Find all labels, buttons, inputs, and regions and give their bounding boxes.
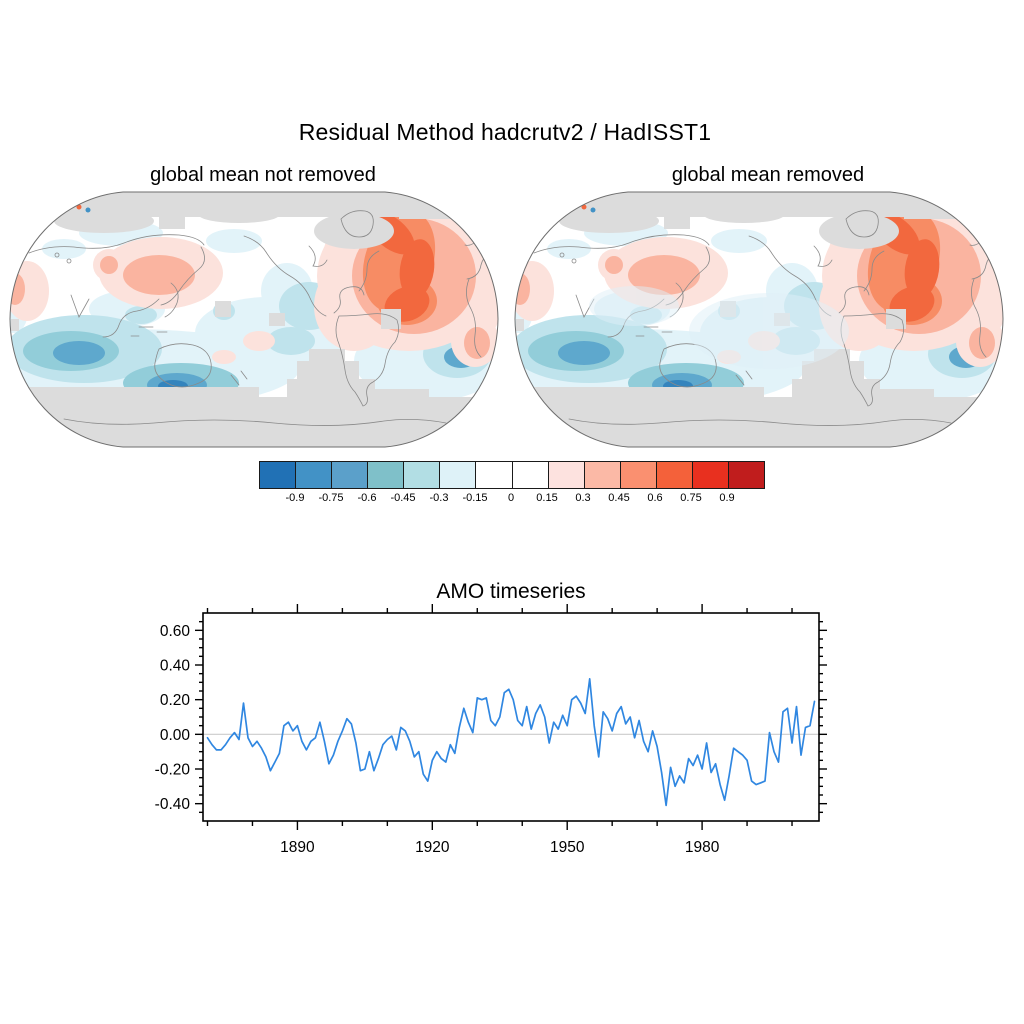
colorbar-segment — [729, 462, 765, 488]
right-map-subtitle: global mean removed — [671, 164, 865, 186]
colorbar-tick-label: -0.15 — [462, 492, 488, 504]
colorbar-segment — [368, 462, 405, 488]
colorbar-tick-label: 0 — [507, 492, 515, 504]
map-global-mean-removed — [514, 191, 1006, 449]
colorbar-tick-label: 0.45 — [608, 492, 630, 504]
y-tick-label: -0.40 — [155, 796, 191, 813]
page-title: Residual Method hadcrutv2 / HadISST1 — [298, 119, 712, 145]
colorbar-tick-label: 0.15 — [536, 492, 558, 504]
colorbar: -0.9 -0.75 -0.6 -0.45 -0.3 -0.15 0 0.15 0.3 0.45 0… — [259, 461, 765, 507]
colorbar-segment — [332, 462, 369, 488]
chart-title: AMO timeseries — [436, 580, 585, 603]
colorbar-segment — [692, 462, 730, 488]
colorbar-tick-label: 0.3 — [575, 492, 591, 504]
colorbar-segment — [476, 462, 513, 488]
x-tick-label: 1950 — [550, 839, 585, 856]
plot-frame — [202, 612, 820, 822]
colorbar-segment — [404, 462, 441, 488]
colorbar-tick-label: -0.3 — [429, 492, 449, 504]
colorbar-segment — [656, 462, 693, 488]
y-tick-label: 0.60 — [160, 623, 191, 640]
colorbar-tick-label: -0.45 — [390, 492, 416, 504]
colorbar-tick-label: -0.9 — [285, 492, 305, 504]
colorbar-segment — [548, 462, 585, 488]
x-tick-label: 1920 — [415, 839, 450, 856]
x-tick-label: 1890 — [280, 839, 315, 856]
left-map-subtitle: global mean not removed — [150, 164, 376, 186]
y-tick-label: -0.20 — [155, 762, 191, 779]
y-tick-label: 0.20 — [160, 692, 191, 709]
colorbar-swatches — [259, 461, 765, 489]
colorbar-segment — [584, 462, 621, 488]
colorbar-segment — [260, 462, 297, 488]
amo-series-line — [206, 678, 816, 807]
colorbar-segment — [512, 462, 549, 488]
colorbar-segment — [620, 462, 657, 488]
y-tick-label: 0.00 — [160, 727, 191, 744]
colorbar-tick-labels: -0.9 -0.75 -0.6 -0.45 -0.3 -0.15 0 0.15 0.3 0.45 0… — [259, 492, 763, 506]
colorbar-tick-label: 0.75 — [680, 492, 702, 504]
colorbar-tick-label: -0.75 — [318, 492, 344, 504]
y-tick-label: 0.40 — [160, 658, 191, 675]
colorbar-tick-label: -0.6 — [357, 492, 377, 504]
colorbar-tick-label: 0.9 — [719, 492, 735, 504]
colorbar-segment — [296, 462, 333, 488]
colorbar-segment — [440, 462, 477, 488]
x-tick-label: 1980 — [685, 839, 720, 856]
colorbar-tick-label: 0.6 — [647, 492, 663, 504]
